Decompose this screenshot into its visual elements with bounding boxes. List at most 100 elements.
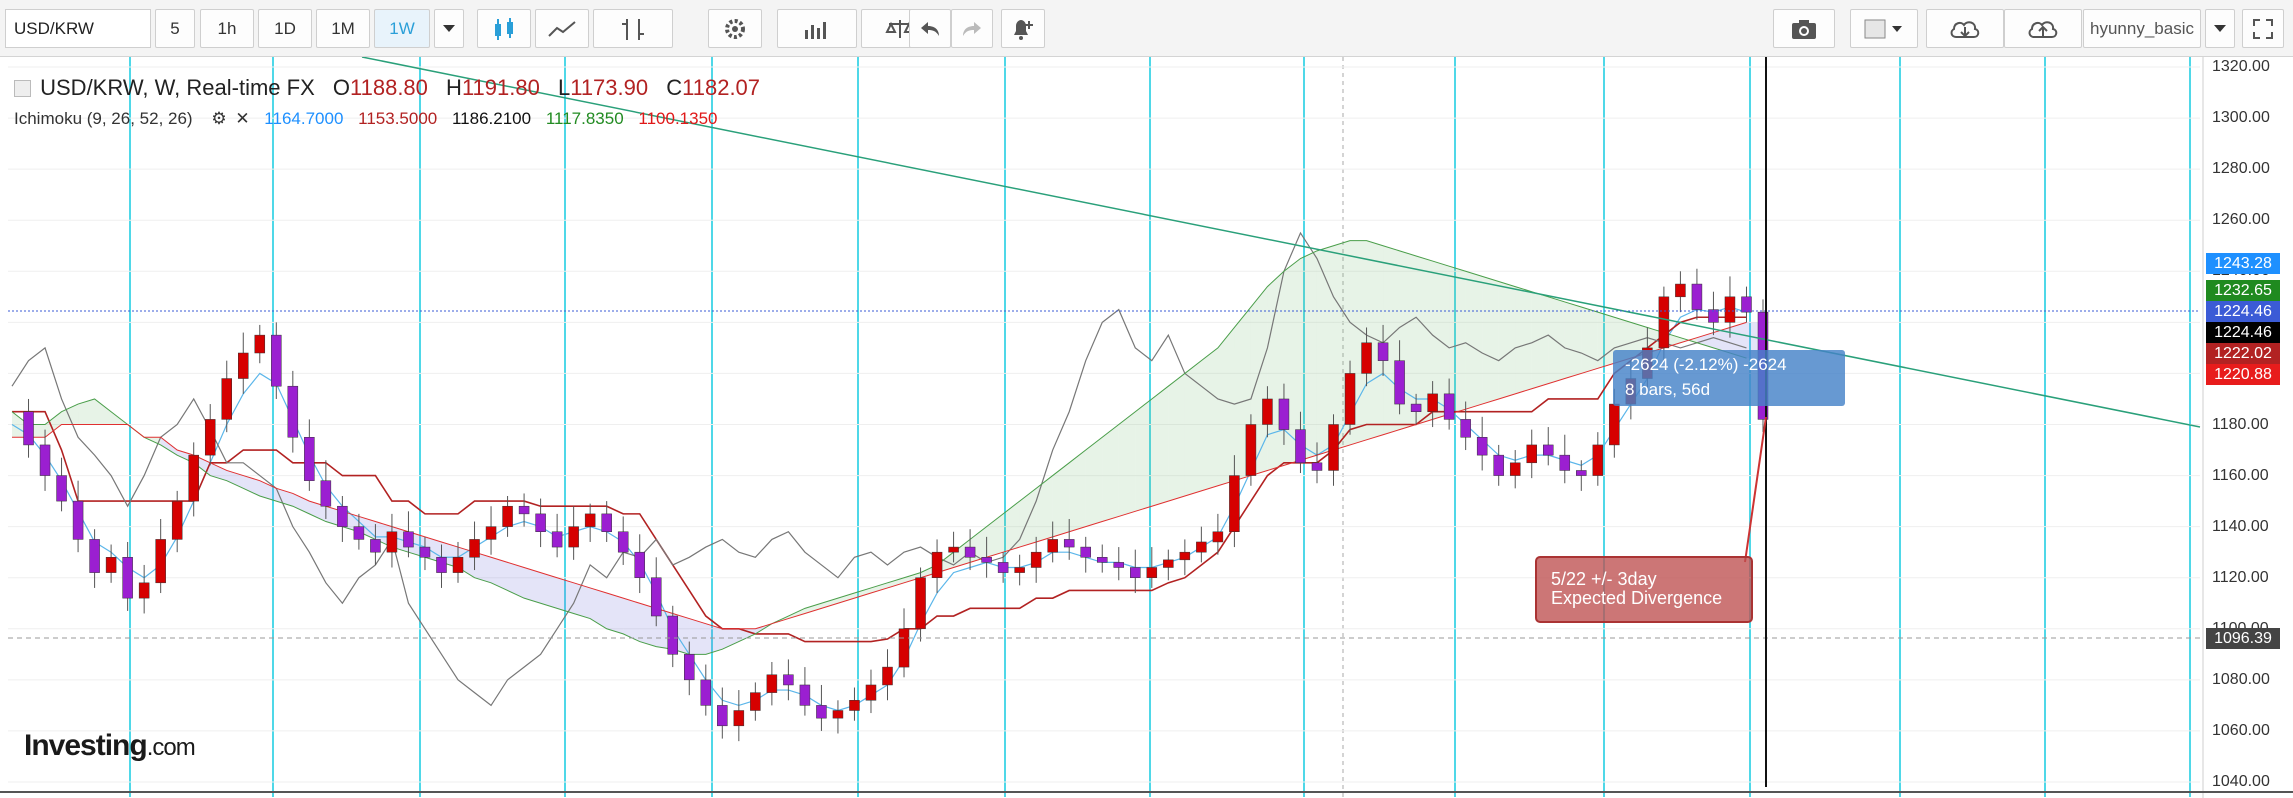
interval-1w-button[interactable]: 1W <box>374 9 430 48</box>
y-tick-12: 1280.00 <box>2212 160 2270 178</box>
area-button[interactable] <box>535 9 589 48</box>
ichimoku-legend: Ichimoku (9, 26, 52, 26) ⚙ ✕ 1164.7000 1… <box>14 109 718 129</box>
candle-body-6 <box>105 557 117 573</box>
kumo-segment-52 <box>870 582 888 594</box>
cloud-download-icon <box>1950 20 1980 38</box>
note-line-2: Expected Divergence <box>1551 588 1723 608</box>
kumo-segment-43 <box>722 628 739 650</box>
measure-line-1: -2624 (-2.12%) -2624 <box>1625 355 1787 374</box>
color-button[interactable] <box>1850 9 1918 48</box>
note-line-1: 5/22 +/- 3day <box>1551 569 1657 589</box>
candle-body-38 <box>634 551 645 578</box>
indicators-button[interactable] <box>777 9 857 48</box>
candle-body-96 <box>1592 444 1604 476</box>
close-icon[interactable]: ✕ <box>235 109 250 128</box>
bars-button[interactable] <box>593 9 673 48</box>
interval-1h-button[interactable]: 1h <box>200 9 254 48</box>
kumo-segment-91 <box>1515 286 1532 394</box>
candle-body-63 <box>1047 539 1058 553</box>
measure-tooltip: -2624 (-2.12%) -2624 8 bars, 56d <box>1613 350 1845 406</box>
candle-body-28 <box>469 539 480 558</box>
alert-button[interactable] <box>1001 9 1045 48</box>
symbol-input[interactable] <box>5 9 151 48</box>
interval-5-button[interactable]: 5 <box>155 9 195 48</box>
kumo-segment-65 <box>1085 437 1103 527</box>
candles-button[interactable] <box>477 9 531 48</box>
kumo-segment-12 <box>210 462 227 481</box>
settings-button[interactable] <box>708 9 762 48</box>
price-tag-5: 1220.88 <box>2206 364 2280 386</box>
candle-body-74 <box>1229 475 1240 533</box>
kumo-segment-82 <box>1366 240 1384 440</box>
kumo-segment-15 <box>259 480 277 502</box>
kumo-segment-96 <box>1597 312 1615 369</box>
chikou-line <box>11 231 1747 707</box>
candle-body-78 <box>1295 429 1306 464</box>
interval-1d-button[interactable]: 1D <box>258 9 312 48</box>
kumo-segment-13 <box>226 470 244 489</box>
user-dropdown-button[interactable] <box>2205 9 2235 48</box>
interval-1m-button[interactable]: 1M <box>316 9 370 48</box>
y-tick-6: 1160.00 <box>2212 466 2269 484</box>
user-menu-button[interactable]: hyunny_basic <box>2083 9 2201 48</box>
indicator-settings-icon[interactable]: ⚙ <box>211 109 227 128</box>
candle-body-94 <box>1559 454 1571 471</box>
candle-body-59 <box>981 557 992 563</box>
kumo-segment-60 <box>1003 501 1020 553</box>
kumo-segment-85 <box>1416 255 1433 425</box>
kumo-segment-42 <box>705 623 723 655</box>
candle-body-5 <box>89 539 100 573</box>
senkou-b-line <box>12 321 1747 630</box>
cloud-upload-button[interactable] <box>2004 9 2082 48</box>
candle-body-13 <box>221 378 232 420</box>
close-label: C <box>666 75 683 100</box>
kumo-segment-90 <box>1498 281 1516 399</box>
chart-toolbar: 5 1h 1D 1M 1W hyunny_basic <box>0 0 2293 57</box>
kumo-segment-54 <box>904 572 921 583</box>
candle-body-55 <box>915 577 926 630</box>
candle-body-15 <box>254 334 266 354</box>
candle-body-36 <box>601 513 612 532</box>
chart-area[interactable]: USD/KRW, W, Real-time FX O1188.80 H1191.… <box>0 57 2293 798</box>
kumo-segment-51 <box>854 587 871 599</box>
kumo-segment-33 <box>557 577 574 614</box>
candle-body-12 <box>204 419 216 456</box>
kumo-segment-59 <box>986 513 1004 558</box>
gear-icon <box>725 18 745 39</box>
price-tag-3: 1224.46 <box>2206 322 2280 344</box>
investing-logo: Investing.com <box>24 729 196 762</box>
price-tag-2: 1224.46 <box>2206 301 2280 323</box>
redo-button[interactable] <box>951 9 993 48</box>
undo-button[interactable] <box>909 9 951 48</box>
kumo-segment-78 <box>1300 250 1317 461</box>
interval-dropdown-button[interactable] <box>434 9 464 48</box>
snapshot-button[interactable] <box>1773 9 1835 48</box>
kumo-segment-36 <box>606 593 624 634</box>
candle-body-64 <box>1063 539 1075 548</box>
y-tick-2: 1080.00 <box>2212 670 2270 688</box>
candle-body-73 <box>1212 531 1224 543</box>
y-tick-1: 1060.00 <box>2212 721 2270 739</box>
candle-body-11 <box>188 454 199 502</box>
candle-body-85 <box>1410 403 1422 412</box>
candle-body-35 <box>584 513 596 527</box>
price-tag-0: 1243.28 <box>2206 252 2280 274</box>
candle-body-89 <box>1476 437 1488 456</box>
kumo-segment-61 <box>1019 488 1037 548</box>
candle-body-76 <box>1262 398 1273 425</box>
kumo-segment-79 <box>1316 245 1334 456</box>
candle-body-37 <box>617 531 629 553</box>
kumo-segment-48 <box>804 603 822 614</box>
collapse-icon[interactable] <box>14 80 31 97</box>
fullscreen-button[interactable] <box>2242 9 2284 48</box>
candle-body-32 <box>535 513 546 532</box>
undo-icon <box>921 21 939 36</box>
ind-value-kijun: 1153.5000 <box>358 109 438 128</box>
candle-body-10 <box>171 500 183 540</box>
cloud-download-button[interactable] <box>1926 9 2004 48</box>
price-tag-4: 1222.02 <box>2206 343 2280 365</box>
price-chart[interactable] <box>0 57 2293 798</box>
divergence-note[interactable]: 5/22 +/- 3day Expected Divergence <box>1535 556 1753 623</box>
candle-body-51 <box>849 700 860 711</box>
kumo-segment-49 <box>821 598 838 609</box>
